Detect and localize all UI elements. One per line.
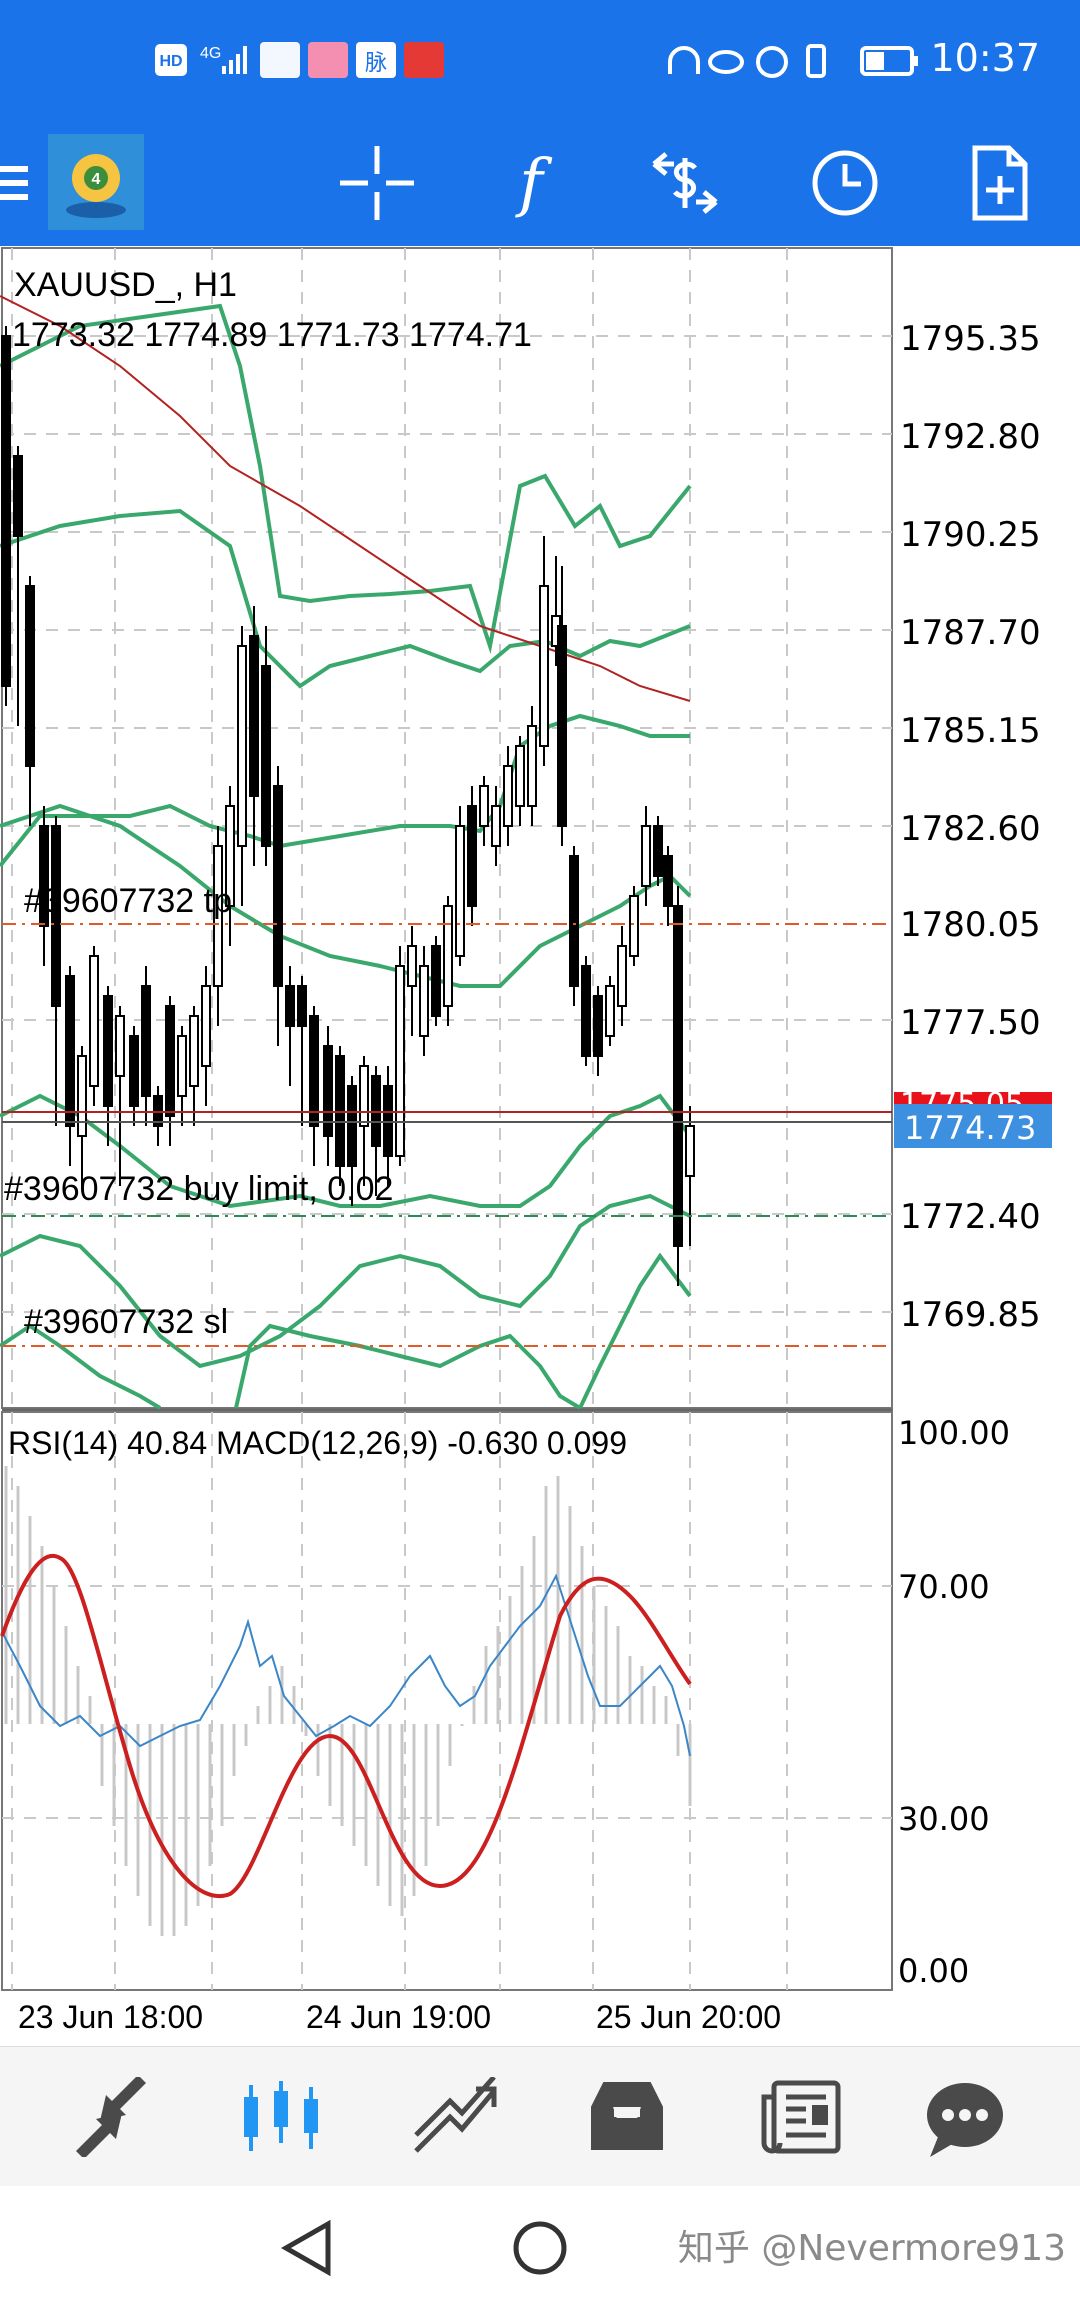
buy-limit-label: #39607732 buy limit, 0.02 [4,1170,393,1208]
function-icon[interactable]: f [486,138,576,228]
sub-tick: 0.00 [898,1952,969,1990]
bottom-nav [0,2046,1080,2187]
sub-tick: 100.00 [898,1414,1010,1452]
sub-tick: 30.00 [898,1800,990,1838]
status-bar: HD 4G 脉 10:37 [0,0,1080,120]
chat-icon[interactable] [920,2077,1010,2157]
trade-icon[interactable] [640,138,730,228]
sub-tick: 70.00 [898,1568,990,1606]
svg-text:脉: 脉 [365,51,387,76]
quotes-icon[interactable] [66,2075,156,2159]
time-label: 23 Jun 18:00 [18,1999,203,2035]
price-tick: 1792.80 [900,417,1041,457]
headphone-icon [668,46,700,74]
battery-icon [860,46,914,76]
metatrader-logo-icon[interactable]: 4 [48,134,144,230]
sub-pane-frame [1,1411,893,1991]
toolbar: 4 f [0,120,1080,246]
bollinger-bands [0,303,692,1410]
macd-signal-line [0,1554,692,1898]
eye-icon [708,50,744,74]
trade-nav-icon[interactable] [410,2075,500,2157]
rsi-line [1,1573,691,1757]
huawei-app-icon [404,42,444,78]
back-icon[interactable] [280,2219,331,2277]
candles [1,326,695,1286]
price-tick: 1790.25 [900,515,1041,555]
news-icon[interactable] [756,2077,846,2157]
app-icon [260,42,300,78]
svg-text:4G: 4G [200,45,221,62]
status-indicators: HD 4G 脉 [155,42,918,78]
price-tick: 1777.50 [900,1003,1041,1043]
price-tick: 1785.15 [900,711,1041,751]
crosshair-icon[interactable] [332,138,422,228]
vibrate-icon [806,44,826,78]
chart-svg[interactable]: XAUUSD_, H1 1773.32 1774.89 1771.73 1774… [0,246,1080,2056]
svg-text:1774.73: 1774.73 [904,1109,1036,1147]
time-label: 24 Jun 19:00 [306,1999,491,2035]
chart-symbol: XAUUSD_, H1 [14,266,237,304]
chart-ohlc: 1773.32 1774.89 1771.73 1774.71 [12,316,532,354]
price-tick: 1780.05 [900,905,1041,945]
app-icon [308,42,348,78]
time-label: 25 Jun 20:00 [596,1999,781,2035]
signal-icon [222,46,247,74]
price-tick: 1769.85 [900,1295,1041,1335]
price-tick: 1772.40 [900,1197,1041,1237]
svg-text:HD: HD [159,53,182,70]
tp-label: #39607732 tp [24,882,232,920]
menu-icon[interactable] [0,138,40,228]
network-label: 4G [200,45,221,62]
sl-label: #39607732 sl [24,1303,228,1341]
sub-axis: 100.00 70.00 30.00 0.00 [898,1414,1010,1990]
sub-indicator-label: RSI(14) 40.84 MACD(12,26,9) -0.630 0.099 [8,1425,627,1461]
moving-average [0,295,691,702]
period-icon[interactable] [800,138,890,228]
svg-text:4: 4 [92,171,101,188]
macd-histogram [4,1466,692,1936]
new-order-icon[interactable] [955,138,1045,228]
chart-icon[interactable] [236,2077,326,2157]
svg-text:f: f [515,146,553,220]
price-tick: 1787.70 [900,613,1041,653]
alarm-icon [756,46,788,78]
watermark: 知乎 @Nevermore913 [678,2228,1066,2269]
home-icon[interactable] [513,2221,567,2275]
hd-badge: HD [155,44,187,76]
status-time: 10:37 [930,36,1040,80]
system-nav: 知乎 @Nevermore913 [0,2186,1080,2310]
chart-area[interactable]: XAUUSD_, H1 1773.32 1774.89 1771.73 1774… [0,246,1080,2056]
app-mai-icon: 脉 [356,42,396,78]
price-tick: 1795.35 [900,319,1041,359]
time-axis: 23 Jun 18:00 24 Jun 19:00 25 Jun 20:00 [18,1999,781,2035]
price-tick: 1782.60 [900,809,1041,849]
price-axis: 1795.35 1792.80 1790.25 1787.70 1785.15 … [900,319,1041,1335]
history-icon[interactable] [582,2077,672,2157]
bid-price-tag: 1774.73 [894,1104,1052,1148]
sub-grid [2,1412,892,1990]
